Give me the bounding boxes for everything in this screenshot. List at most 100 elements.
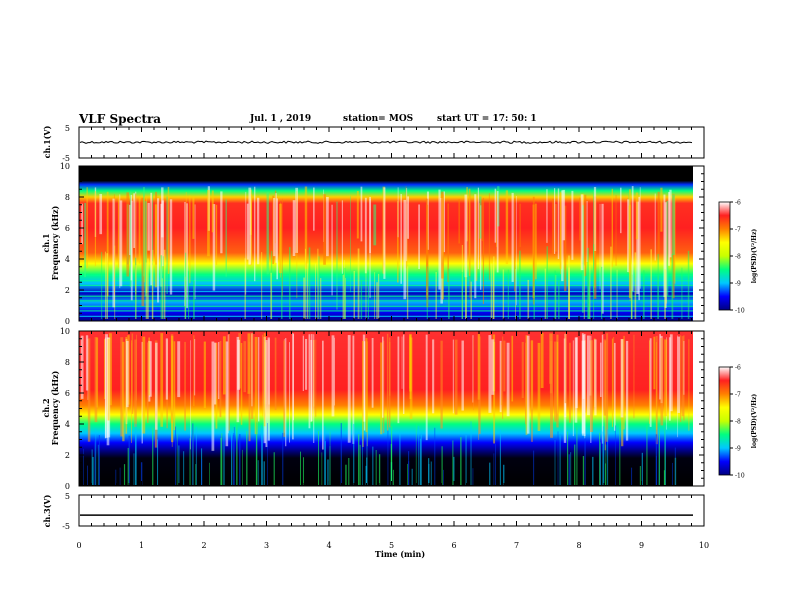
spectral-streak [657, 191, 660, 255]
spectral-streak [256, 422, 258, 485]
spectral-streak [443, 191, 446, 253]
spectral-streak [603, 339, 607, 416]
ch3-waveform-panel: 5 -5 ch.3(V) [42, 492, 705, 531]
spectral-streak [231, 432, 233, 485]
spectral-streak [302, 335, 304, 392]
spectral-streak [345, 464, 347, 485]
spectral-streak [526, 335, 530, 434]
spectral-streak [329, 431, 331, 485]
spectral-streak [334, 337, 335, 406]
spectral-streak [261, 252, 263, 319]
spectral-streak [472, 337, 474, 411]
spectral-streak [144, 201, 147, 296]
spectral-streak [474, 194, 477, 299]
spectral-streak [273, 197, 276, 257]
spectral-streak [403, 199, 407, 300]
spectral-streak [532, 196, 535, 305]
spectral-streak [236, 336, 240, 423]
spectral-band [79, 295, 693, 297]
spectral-streak [587, 247, 589, 319]
ch2-spectrogram-ylabel: Frequency (kHz) [50, 370, 60, 445]
spectral-band [79, 280, 693, 282]
spectral-streak [584, 194, 587, 277]
spectral-streak [660, 187, 663, 232]
ch3-waveform-ylabel: ch.3(V) [42, 494, 52, 527]
spectral-streak [465, 267, 467, 319]
spectral-streak [426, 266, 428, 319]
spectral-streak [499, 429, 501, 485]
spectral-streak [558, 280, 560, 319]
spectral-streak [481, 199, 484, 242]
time-tick-label: 4 [326, 541, 331, 550]
spectral-streak [81, 203, 83, 245]
spectral-streak [505, 190, 509, 265]
spectral-streak [282, 198, 283, 297]
spectral-streak [623, 335, 625, 430]
spectral-streak [236, 422, 238, 485]
spectral-streak [559, 435, 561, 485]
spectral-streak [659, 334, 661, 400]
spectral-streak [130, 194, 133, 281]
spectral-streak [535, 203, 537, 280]
spectral-streak [364, 197, 367, 274]
ch3-ytick-top: 5 [65, 492, 70, 501]
spectral-streak [440, 340, 443, 429]
spectral-streak [373, 204, 377, 246]
spectral-streak [266, 192, 269, 275]
spectral-streak [493, 256, 495, 319]
spectral-streak [160, 255, 163, 319]
spectral-streak [478, 336, 481, 434]
spectral-streak [600, 342, 602, 398]
spectral-streak [177, 341, 181, 398]
spectral-streak [407, 196, 410, 239]
spectral-streak [240, 342, 243, 425]
spectral-streak [570, 452, 572, 485]
spectral-streak [248, 187, 252, 265]
spectral-streak [418, 426, 420, 485]
spectral-streak [586, 201, 588, 262]
station-label: station= MOS [343, 114, 414, 124]
spectral-streak [94, 191, 96, 267]
spectral-streak [317, 248, 319, 319]
spectral-streak [668, 337, 671, 421]
spectral-streak [533, 450, 535, 485]
spectral-streak [357, 248, 360, 319]
colorbar-tick-label: -6 [735, 200, 741, 207]
spectral-streak [470, 421, 472, 485]
spectral-streak [86, 187, 88, 269]
spectral-streak [544, 268, 547, 319]
spectral-streak [175, 426, 177, 485]
spectral-streak [564, 205, 567, 292]
spectral-streak [571, 190, 574, 260]
spectral-streak [610, 246, 612, 319]
spectral-streak [311, 334, 313, 422]
spectral-streak [546, 246, 548, 319]
spectral-streak [550, 333, 554, 438]
spectral-streak [402, 334, 405, 414]
spectral-streak [304, 248, 306, 319]
spectral-streak [468, 188, 471, 276]
spectral-streak [194, 339, 196, 396]
spectral-streak [472, 468, 474, 485]
spectral-streak [115, 469, 117, 485]
spectral-streak [92, 456, 94, 485]
spectral-streak [452, 440, 454, 485]
spectral-streak [582, 334, 585, 399]
spectral-streak [131, 342, 133, 394]
spectral-streak [475, 195, 478, 281]
time-tick-label: 7 [514, 541, 519, 550]
spectral-streak [593, 244, 595, 319]
ch1-spectrogram-ylabel: Frequency (kHz) [50, 205, 60, 280]
spectral-streak [195, 464, 197, 485]
spectral-streak [418, 204, 420, 270]
time-tick-label: 1 [139, 541, 144, 550]
spectral-streak [519, 250, 521, 319]
spectral-streak [556, 341, 559, 414]
spectral-streak [434, 427, 436, 485]
spectral-streak [128, 435, 130, 485]
spectral-streak [94, 337, 98, 423]
spectral-streak [585, 340, 587, 413]
spectral-streak [592, 456, 594, 485]
spectral-streak [165, 338, 168, 400]
